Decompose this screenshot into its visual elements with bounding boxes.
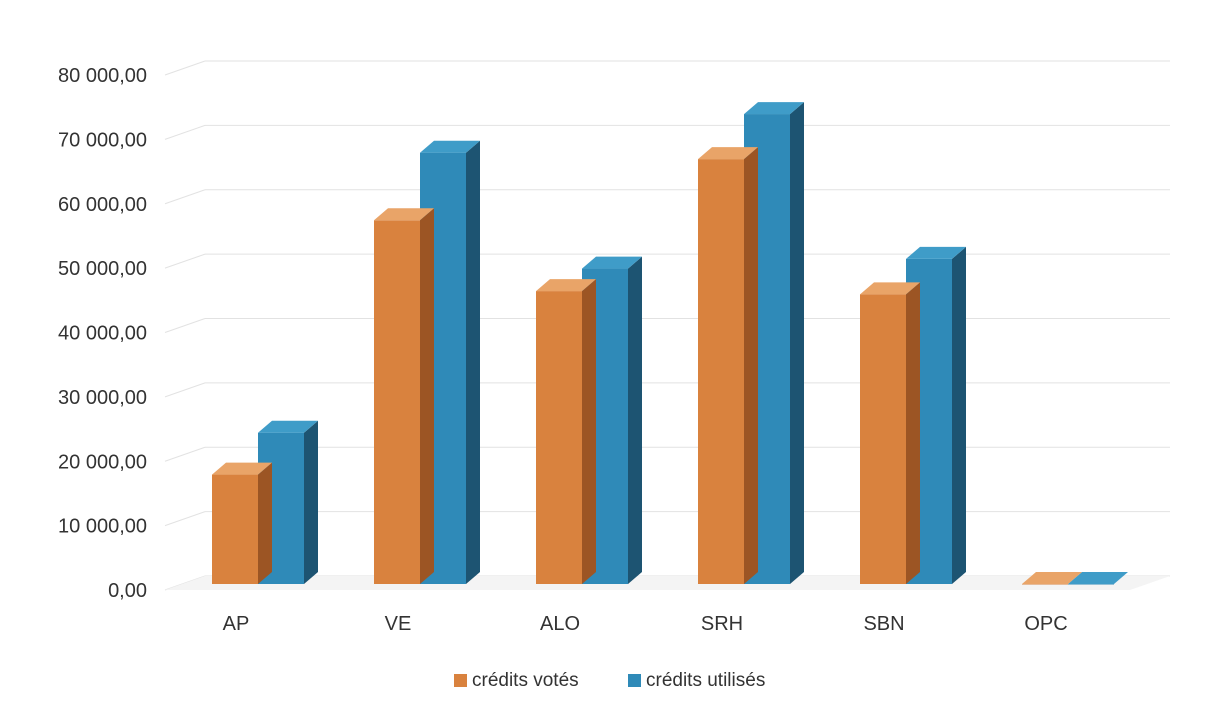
legend-label-votes: crédits votés (472, 670, 579, 691)
bar-votes-sbn (860, 282, 920, 584)
bar-votes-alo (536, 279, 596, 584)
gridline-depth (164, 189, 206, 205)
bar-top (1022, 572, 1082, 584)
y-tick-label: 20 000,00 (58, 451, 147, 473)
bar-side (790, 102, 804, 584)
legend-label-utilises: crédits utilisés (646, 670, 765, 691)
bar-side (744, 147, 758, 584)
y-tick-label: 50 000,00 (58, 258, 147, 280)
gridline-depth (164, 60, 206, 76)
y-tick-label: 0,00 (108, 580, 147, 602)
bar-utilises-opc (1068, 572, 1128, 585)
legend-item-votes: crédits votés (454, 670, 579, 691)
bar-top (420, 140, 480, 153)
floor (165, 576, 1170, 590)
y-tick-label: 70 000,00 (58, 129, 147, 151)
bars (212, 102, 1128, 585)
bar-top (744, 102, 804, 115)
bar-top (258, 420, 318, 433)
legend-swatch-votes (454, 674, 467, 687)
gridline-depth (164, 318, 206, 333)
bar-top (1068, 572, 1128, 584)
bar-top (212, 462, 272, 475)
bar-top (906, 246, 966, 259)
bar-front (860, 294, 906, 584)
legend: crédits votés crédits utilisés (454, 670, 765, 691)
gridline-depth (164, 382, 206, 398)
bar-votes-ve (374, 208, 434, 584)
bar-side (258, 462, 272, 584)
bar-side (628, 256, 642, 584)
bar-front (212, 474, 258, 584)
y-tick-label: 60 000,00 (58, 194, 147, 216)
gridline-depth (164, 253, 206, 269)
y-tick-label: 30 000,00 (58, 387, 147, 409)
bar-side (304, 420, 318, 584)
bar-front (536, 291, 582, 584)
bar-side (466, 140, 480, 584)
x-tick-label: ALO (540, 613, 580, 635)
bar-front (1068, 584, 1114, 585)
bar-side (952, 246, 966, 584)
legend-item-utilises: crédits utilisés (628, 670, 765, 691)
y-tick-label: 10 000,00 (58, 516, 147, 538)
bar-front (1022, 584, 1068, 585)
y-axis: 0,00 10 000,00 20 000,00 30 000,00 40 000,00… (58, 65, 147, 602)
bar-top (860, 282, 920, 295)
bar-votes-opc (1022, 572, 1082, 585)
x-tick-label: OPC (1024, 613, 1067, 635)
bar-votes-srh (698, 147, 758, 584)
gridline-depth (164, 446, 206, 462)
gridline-depth (164, 124, 206, 140)
x-tick-label: SBN (863, 613, 904, 635)
bar-side (420, 208, 434, 584)
y-tick-label: 80 000,00 (58, 65, 147, 87)
bar-votes-ap (212, 462, 272, 584)
bar-front (698, 159, 744, 584)
x-tick-label: VE (385, 613, 412, 635)
bar-top (374, 208, 434, 221)
bar-front (374, 220, 420, 584)
bar-top (536, 279, 596, 292)
bar-side (582, 279, 596, 584)
x-axis: AP VE ALO SRH SBN OPC (223, 613, 1068, 635)
bar-top (698, 147, 758, 160)
bar-top (582, 256, 642, 269)
x-tick-label: SRH (701, 613, 743, 635)
bar-side (906, 282, 920, 584)
x-tick-label: AP (223, 613, 250, 635)
gridline-depth (164, 511, 206, 527)
y-tick-label: 40 000,00 (58, 323, 147, 345)
legend-swatch-utilises (628, 674, 641, 687)
